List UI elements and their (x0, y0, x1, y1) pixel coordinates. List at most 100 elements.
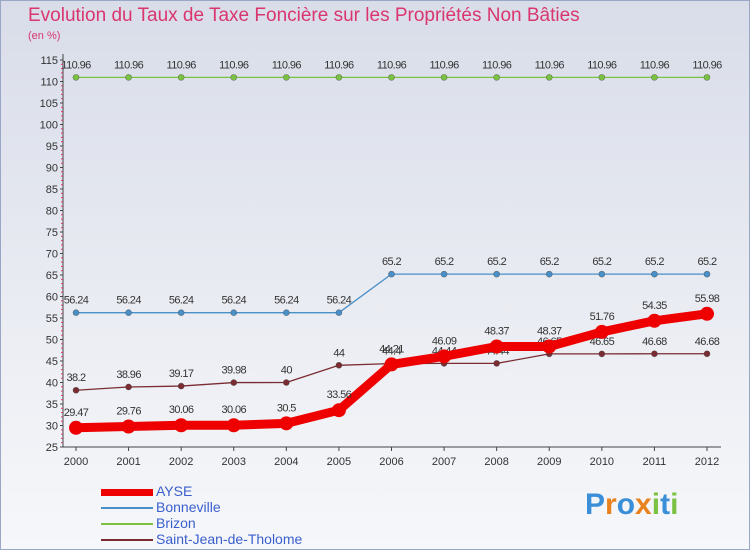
data-point-ayse (700, 306, 714, 321)
legend-label-brizon: Brizon (156, 515, 196, 531)
data-point-saint-jean-de-tholome (283, 379, 290, 386)
series-line-bonneville (75, 273, 708, 314)
logo-letter: o (616, 488, 636, 521)
data-label-brizon: 110.96 (324, 59, 354, 71)
data-point-ayse (437, 349, 452, 364)
data-point-saint-jean-de-tholome (72, 386, 80, 394)
data-label-bonneville: 65.2 (645, 256, 664, 268)
logo-letter: P (585, 488, 606, 521)
data-label-bonneville: 65.2 (592, 256, 611, 268)
y-tick-label: 30 (46, 421, 58, 433)
data-point-ayse (384, 357, 399, 372)
data-point-bonneville (651, 270, 658, 278)
x-tick-label: 2002 (169, 456, 193, 468)
data-point-brizon (283, 74, 290, 81)
data-point-saint-jean-de-tholome (651, 350, 658, 358)
chart-title: Evolution du Taux de Taxe Foncière sur l… (28, 5, 580, 26)
data-label-bonneville: 56.24 (64, 295, 89, 307)
data-point-bonneville (125, 309, 132, 316)
data-point-brizon (598, 74, 606, 81)
data-label-brizon: 110.96 (114, 59, 144, 71)
legend-label-saint-jean: Saint-Jean-de-Tholome (156, 531, 303, 547)
legend-label-ayse: AYSE (156, 483, 193, 499)
x-tick-label: 2009 (537, 456, 561, 468)
data-point-ayse (489, 339, 504, 354)
data-point-ayse (542, 339, 557, 354)
data-label-brizon: 110.96 (429, 59, 459, 71)
data-label-saint-jean-de-tholome: 46.68 (695, 336, 720, 348)
y-tick-label: 50 (46, 335, 58, 347)
data-point-brizon (703, 74, 711, 81)
data-label-bonneville: 65.2 (697, 256, 716, 268)
data-label-bonneville: 56.24 (327, 295, 352, 307)
data-label-ayse: 54.35 (642, 300, 667, 312)
data-label-bonneville: 56.24 (169, 295, 194, 307)
y-tick-label: 110 (40, 77, 58, 89)
y-tick-label: 105 (40, 98, 58, 110)
data-point-brizon (177, 74, 185, 81)
data-point-bonneville (388, 270, 395, 278)
data-label-bonneville: 56.24 (116, 295, 141, 307)
data-label-bonneville: 65.2 (382, 256, 401, 268)
data-label-ayse: 46.09 (432, 335, 457, 347)
data-point-bonneville (545, 270, 553, 278)
data-point-saint-jean-de-tholome (598, 350, 606, 358)
data-label-saint-jean-de-tholome: 40 (281, 365, 293, 377)
data-point-bonneville (283, 309, 290, 316)
x-tick-label: 2012 (695, 456, 719, 468)
data-point-bonneville (493, 270, 500, 278)
data-point-saint-jean-de-tholome (703, 350, 711, 358)
y-tick-label: 60 (46, 292, 58, 304)
data-label-ayse: 48.37 (537, 326, 562, 338)
data-label-brizon: 110.96 (587, 59, 617, 71)
data-point-brizon (335, 74, 343, 81)
data-point-ayse (174, 418, 189, 433)
y-tick-label: 115 (40, 55, 58, 67)
data-point-ayse (647, 313, 662, 328)
data-point-bonneville (230, 309, 238, 316)
legend-swatch-bonneville (101, 507, 153, 509)
x-tick-label: 2006 (379, 456, 403, 468)
data-point-bonneville (440, 270, 448, 278)
x-tick-label: 2001 (116, 456, 140, 468)
x-tick-label: 2007 (432, 456, 456, 468)
proxiti-logo: Proxiti (585, 488, 678, 522)
data-label-bonneville: 56.24 (221, 295, 246, 307)
data-label-saint-jean-de-tholome: 44 (333, 347, 345, 359)
x-tick-label: 2004 (274, 456, 298, 468)
y-tick-label: 55 (46, 313, 58, 325)
data-point-bonneville (72, 309, 80, 316)
data-point-saint-jean-de-tholome (177, 382, 185, 390)
data-label-saint-jean-de-tholome: 44.4 (382, 346, 401, 358)
y-tick-label: 90 (46, 163, 58, 175)
data-point-saint-jean-de-tholome (493, 360, 500, 367)
y-tick-label: 70 (46, 249, 58, 261)
logo-letter: t (660, 488, 671, 521)
unit-label: (en %) (28, 30, 61, 42)
y-tick-label: 100 (40, 120, 58, 132)
data-point-ayse (226, 418, 241, 433)
logo-letter: r (605, 488, 617, 521)
y-tick-label: 85 (46, 184, 58, 196)
data-point-bonneville (703, 270, 711, 278)
logo-letter: x (635, 488, 652, 521)
y-tick-label: 65 (46, 270, 58, 282)
data-label-ayse: 44.21 (379, 343, 404, 355)
data-point-bonneville (598, 270, 606, 278)
x-tick-label: 2005 (327, 456, 351, 468)
x-tick-label: 2011 (643, 456, 667, 468)
x-tick-label: 2010 (590, 456, 614, 468)
data-point-ayse (279, 416, 294, 431)
x-tick-label: 2003 (222, 456, 246, 468)
legend-swatch-brizon (101, 523, 153, 525)
data-label-ayse: 30.06 (169, 404, 194, 416)
x-tick-label: 2008 (484, 456, 508, 468)
data-point-brizon (493, 74, 500, 81)
data-label-ayse: 30.06 (221, 404, 246, 416)
data-point-brizon (72, 74, 80, 81)
data-label-brizon: 110.96 (482, 59, 512, 71)
data-label-saint-jean-de-tholome: 39.98 (221, 365, 246, 377)
data-point-brizon (651, 74, 658, 81)
data-point-brizon (440, 74, 448, 81)
data-label-bonneville: 65.2 (435, 256, 454, 268)
